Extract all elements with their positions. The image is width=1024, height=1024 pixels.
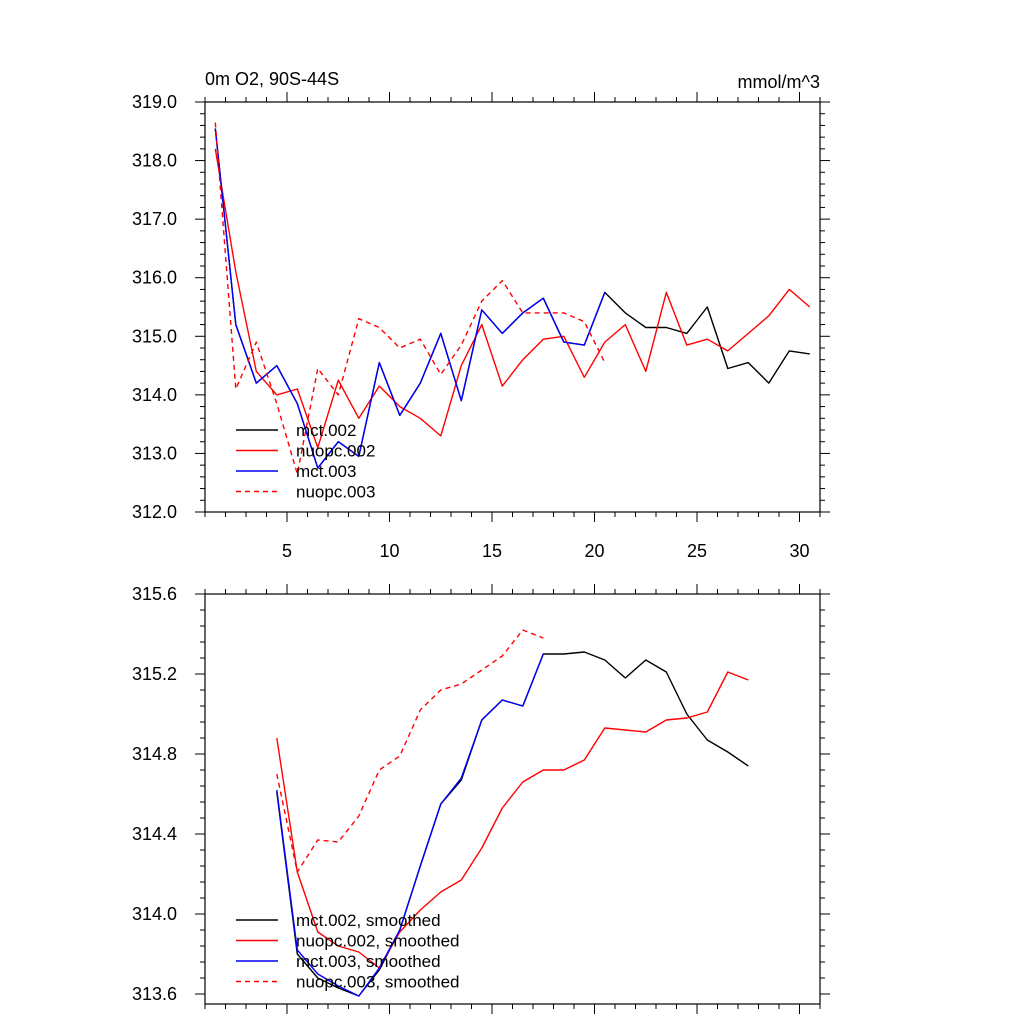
series-line-mct-003-smoothed xyxy=(276,653,544,997)
y-tick-label: 319.0 xyxy=(132,92,177,112)
legend-label: mct.002, smoothed xyxy=(296,911,441,930)
y-tick-label: 314.4 xyxy=(132,824,177,844)
y-tick-label: 315.6 xyxy=(132,584,177,604)
legend-label: nuopc.003, smoothed xyxy=(296,973,460,992)
legend-label: nuopc.003 xyxy=(296,483,375,502)
y-tick-label: 316.0 xyxy=(132,268,177,288)
top-panel-title: 0m O2, 90S-44S xyxy=(205,69,339,89)
bottom-panel: 313.6 314.0 314.4 314.8 315.2 315.6 mct.002, s… xyxy=(132,584,830,1014)
y-tick-label: 314.0 xyxy=(132,385,177,405)
y-tick-label: 312.0 xyxy=(132,502,177,522)
top-panel-units: mmol/m^3 xyxy=(738,72,820,92)
series-line-nuopc-003-smoothed xyxy=(276,629,544,873)
y-tick-label: 314.8 xyxy=(132,744,177,764)
legend-label: mct.003, smoothed xyxy=(296,952,441,971)
top-panel: 0m O2, 90S-44S mmol/m^3 5 10 15 20 25 30 312.0… xyxy=(132,69,830,561)
series-line-mct-003 xyxy=(214,128,606,469)
x-tick-label: 20 xyxy=(584,541,604,561)
y-tick-label: 317.0 xyxy=(132,209,177,229)
x-tick-label: 25 xyxy=(687,541,707,561)
y-tick-label: 318.0 xyxy=(132,151,177,171)
legend-label: mct.002 xyxy=(296,421,356,440)
y-tick-label: 313.6 xyxy=(132,984,177,1004)
y-tick-label: 313.0 xyxy=(132,443,177,463)
series-line-mct-002 xyxy=(214,128,810,469)
y-tick-label: 315.0 xyxy=(132,326,177,346)
x-tick-label: 5 xyxy=(282,541,292,561)
x-tick-label: 15 xyxy=(482,541,502,561)
legend-label: mct.003 xyxy=(296,462,356,481)
series-line-nuopc-003 xyxy=(214,122,606,475)
y-tick-label: 315.2 xyxy=(132,664,177,684)
series-line-nuopc-002 xyxy=(214,148,811,449)
legend-label: nuopc.002, smoothed xyxy=(296,932,460,951)
legend-label: nuopc.002 xyxy=(296,442,375,461)
x-tick-label: 30 xyxy=(789,541,809,561)
x-tick-label: 10 xyxy=(379,541,399,561)
y-tick-label: 314.0 xyxy=(132,904,177,924)
series-line-nuopc-002-smoothed xyxy=(276,671,749,969)
